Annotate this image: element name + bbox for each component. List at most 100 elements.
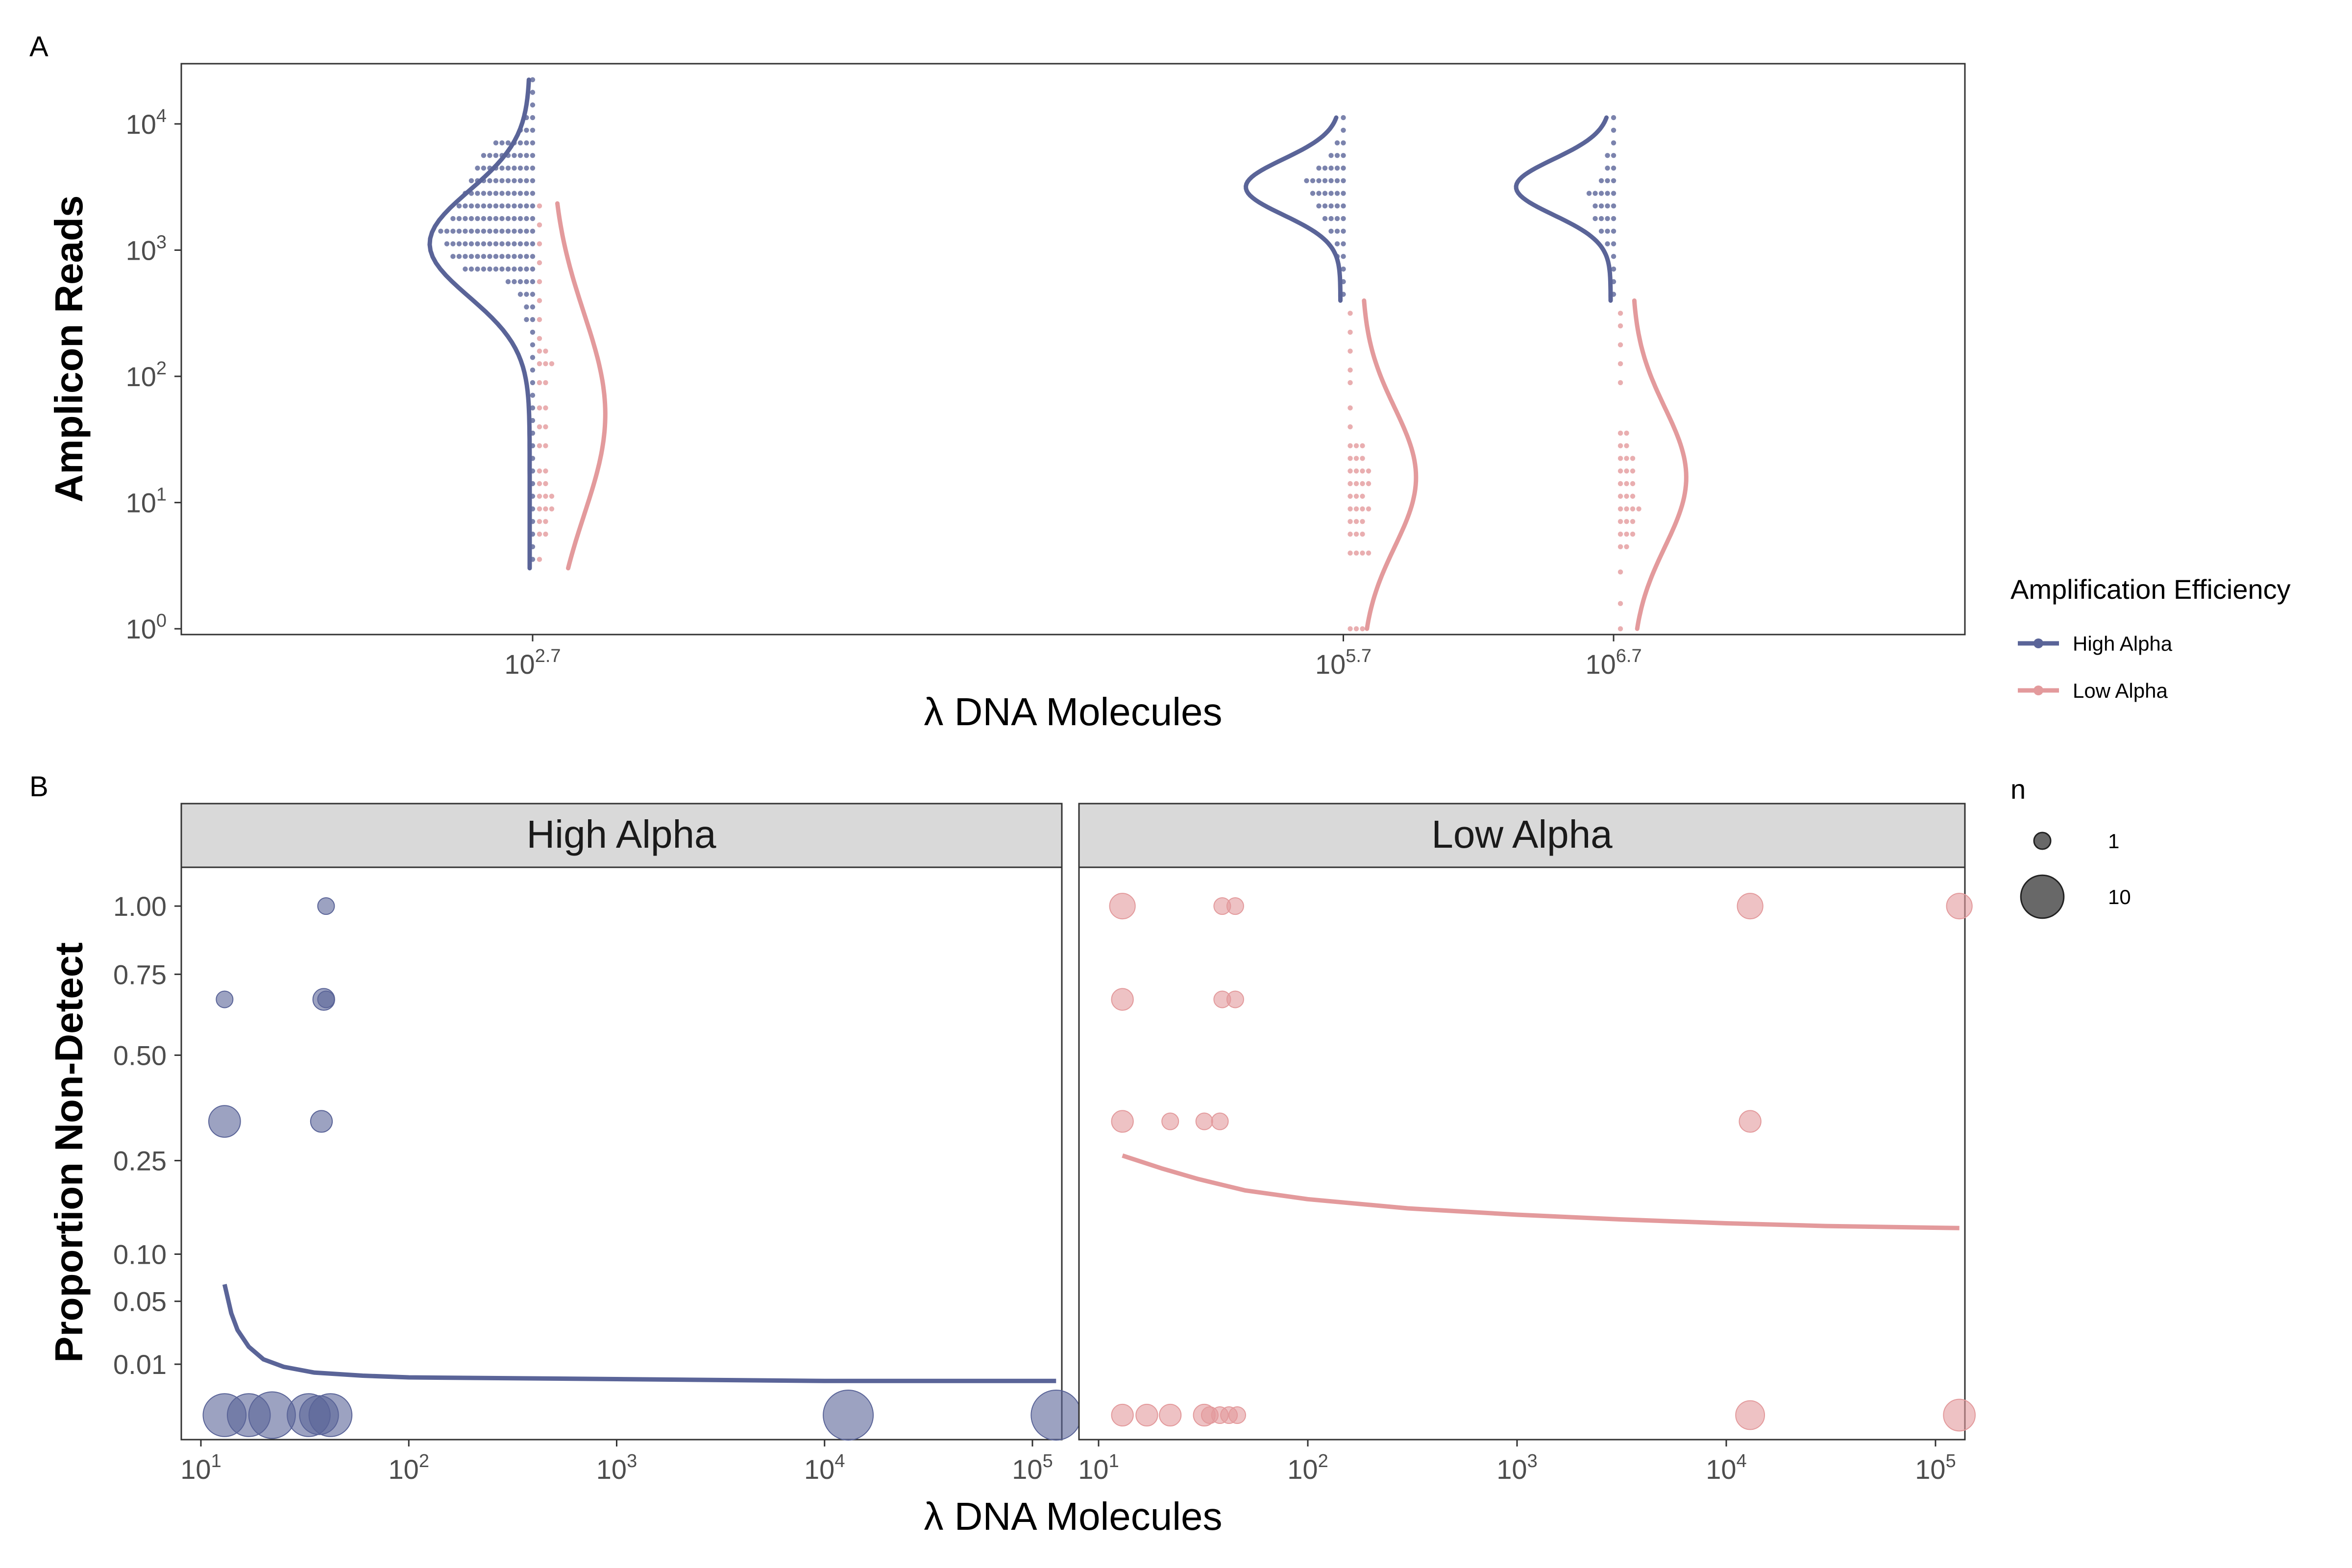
- dot-low-g1-r0-2: [1360, 626, 1365, 632]
- bubble-high-12: [310, 1110, 333, 1133]
- dot-high-g0-r3-4: [505, 228, 511, 234]
- dot-high-g0-r3-0: [530, 228, 536, 234]
- dot-high-g1-r7-1: [1334, 203, 1340, 209]
- dot-high-g2-r6-0: [1611, 216, 1617, 221]
- dot-low-g2-r9-1: [1624, 468, 1629, 474]
- dot-high-g1-r11-0: [1341, 153, 1346, 158]
- dot-high-g0-r5-8: [481, 203, 487, 209]
- dot-high-g0-r23-0: [530, 367, 536, 373]
- dot-high-g0-r4-0: [530, 216, 536, 221]
- dot-low-g2-r15-0: [1617, 342, 1623, 347]
- a-y-tick-label-1: 101: [126, 485, 167, 518]
- legend-title: Amplification Efficiency: [2010, 574, 2291, 605]
- dot-high-g0-r7-1: [524, 178, 529, 184]
- dot-high-g1-r4-1: [1334, 241, 1340, 246]
- dot-high-g1-r8-4: [1316, 191, 1322, 196]
- dot-high-g0-r2-0: [530, 241, 536, 246]
- bubble-low-1: [1135, 1403, 1158, 1427]
- dot-low-g1-r1-3: [1366, 550, 1372, 556]
- dot-high-g2-r9-1: [1605, 178, 1610, 184]
- dot-high-g0-r10-4: [505, 140, 511, 146]
- dot-high-g0-r5-4: [505, 203, 511, 209]
- dot-low-g0-r20-0: [537, 203, 542, 209]
- fit-line-high: [222, 1284, 1056, 1383]
- dot-high-g1-r7-3: [1322, 203, 1328, 209]
- dot-low-g0-r16-0: [537, 279, 542, 285]
- dot-low-g1-r8-2: [1360, 456, 1365, 461]
- dot-high-g0-r11-0: [530, 127, 536, 133]
- dot-high-g2-r7-2: [1598, 203, 1604, 209]
- panel-a-y-axis: 100 101 102 103 104: [126, 106, 181, 644]
- dot-high-g0-r16-0: [530, 279, 536, 285]
- dot-high-g0-r14-0: [530, 90, 536, 95]
- b-y-tick-label-6: 1.00: [113, 891, 167, 922]
- dot-high-g1-r2-0: [1341, 266, 1346, 272]
- dot-high-g0-r6-7: [487, 191, 492, 196]
- dot-high-g1-r12-0: [1341, 140, 1346, 146]
- dot-high-g0-r8-2: [517, 165, 523, 171]
- dot-high-g0-r1-10: [468, 254, 474, 259]
- bubble-high-6: [823, 1390, 874, 1441]
- dot-high-g2-r8-2: [1598, 191, 1604, 196]
- dot-high-g0-r6-6: [493, 191, 499, 196]
- b-x-tick-label-f0-1: 102: [389, 1451, 429, 1485]
- dot-high-g2-r11-1: [1605, 153, 1610, 158]
- dot-low-g0-r5-0: [537, 481, 542, 487]
- facet-strip-high: [180, 803, 1063, 868]
- dot-low-g0-r11-0: [537, 361, 542, 367]
- dot-high-g0-r3-14: [444, 228, 450, 234]
- b-x-tick-label-f0-0: 101: [180, 1451, 221, 1485]
- dot-high-g0-r4-7: [487, 216, 492, 221]
- a-x-tick-label-2: 106.7: [1585, 646, 1642, 680]
- dot-high-g0-r8-4: [505, 165, 511, 171]
- panel-a-marks: [427, 77, 1689, 632]
- facet-low-marks: [1109, 893, 1976, 1432]
- dot-high-g0-r10-6: [493, 140, 499, 146]
- dot-low-g1-r3-2: [1360, 519, 1365, 524]
- dot-high-g0-r5-6: [493, 203, 499, 209]
- dot-high-g1-r5-0: [1341, 228, 1346, 234]
- dot-high-g0-r3-11: [463, 228, 468, 234]
- dot-low-g2-r6-0: [1617, 506, 1623, 512]
- b-y-tick-label-2: 0.10: [113, 1239, 167, 1270]
- dot-low-g0-r0-0: [537, 557, 542, 562]
- panel-b-tag: B: [29, 771, 49, 803]
- dot-low-g0-r7-1: [543, 443, 548, 448]
- dot-high-g1-r11-1: [1334, 153, 1340, 158]
- panel-b: B High Alpha Low Alpha 0.010.050.100.250…: [29, 771, 1976, 1538]
- dot-high-g0-r0-11: [463, 266, 468, 272]
- dot-high-g0-r6-0: [530, 191, 536, 196]
- panel-a-x-axis-title: λ DNA Molecules: [924, 690, 1222, 734]
- b-x-tick-label-f0-2: 103: [596, 1451, 637, 1485]
- dot-high-g0-r9-1: [524, 153, 529, 158]
- dot-high-g0-r2-6: [493, 241, 499, 246]
- dot-high-g0-r9-8: [481, 153, 487, 158]
- dot-high-g0-r19-1: [524, 317, 529, 322]
- facet-plot-area-high: [180, 866, 1063, 1441]
- bubble-high-8: [216, 990, 234, 1008]
- legend-key-dot-0: [2034, 638, 2043, 648]
- dot-high-g1-r6-1: [1334, 216, 1340, 221]
- dot-low-g1-r9-1: [1353, 443, 1359, 448]
- dot-low-g0-r9-0: [537, 405, 542, 411]
- dot-high-g2-r6-2: [1598, 216, 1604, 221]
- dot-high-g0-r2-10: [468, 241, 474, 246]
- dot-low-g0-r19-0: [537, 222, 542, 228]
- dot-high-g0-r12-0: [530, 115, 536, 121]
- bubble-high-7: [1030, 1390, 1082, 1441]
- dot-high-g1-r14-0: [1341, 115, 1346, 121]
- dot-high-g0-r18-0: [530, 304, 536, 310]
- dot-low-g2-r10-2: [1630, 456, 1636, 461]
- bubble-low-0: [1111, 1403, 1134, 1427]
- panel-b-x-axis: 101 102 103 104 105 101 102 103 104 105: [180, 1440, 1956, 1485]
- dot-high-g0-r2-3: [512, 241, 517, 246]
- dot-low-g2-r6-1: [1624, 506, 1629, 512]
- dot-low-g1-r1-2: [1360, 550, 1365, 556]
- dot-low-g0-r3-1: [543, 506, 548, 512]
- dot-low-g0-r8-1: [543, 424, 548, 430]
- dot-high-g0-r10-1: [524, 140, 529, 146]
- panel-b-x-axis-title: λ DNA Molecules: [924, 1494, 1222, 1538]
- dot-high-g0-r1-4: [505, 254, 511, 259]
- dot-high-g2-r7-1: [1605, 203, 1610, 209]
- dot-high-g0-r5-2: [517, 203, 523, 209]
